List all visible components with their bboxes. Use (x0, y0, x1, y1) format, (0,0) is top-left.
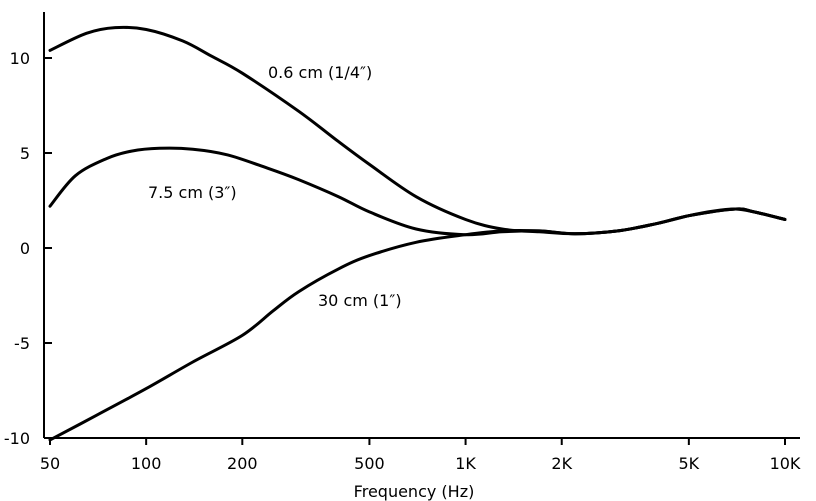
x-tick-label: 5K (679, 454, 700, 473)
x-tick-label: 10K (770, 454, 801, 473)
y-axis-ticks: 10 5 0 -5 -10 (4, 49, 52, 448)
series-label-7-5cm: 7.5 cm (3″) (148, 183, 237, 202)
y-tick-label: -10 (4, 429, 30, 448)
x-tick-label: 100 (131, 454, 162, 473)
x-tick-label: 50 (40, 454, 60, 473)
x-axis-title: Frequency (Hz) (354, 482, 475, 501)
series-line-30cm (48, 207, 787, 442)
x-tick-label: 1K (455, 454, 476, 473)
series-label-0-6cm: 0.6 cm (1/4″) (268, 63, 372, 82)
series-labels: 0.6 cm (1/4″) 7.5 cm (3″) 30 cm (1″) (148, 63, 402, 310)
y-tick-label: 5 (20, 144, 30, 163)
y-tick-label: 10 (10, 49, 30, 68)
x-tick-label: 2K (551, 454, 572, 473)
axes (43, 12, 800, 439)
series-label-30cm: 30 cm (1″) (318, 291, 402, 310)
x-axis-ticks: 50 100 200 500 1K 2K 5K 10K (40, 438, 801, 473)
series-line-0-6cm (48, 25, 787, 236)
series-lines (48, 25, 787, 442)
y-tick-label: -5 (14, 334, 30, 353)
y-tick-label: 0 (20, 239, 30, 258)
x-tick-label: 200 (227, 454, 258, 473)
x-tick-label: 500 (354, 454, 385, 473)
